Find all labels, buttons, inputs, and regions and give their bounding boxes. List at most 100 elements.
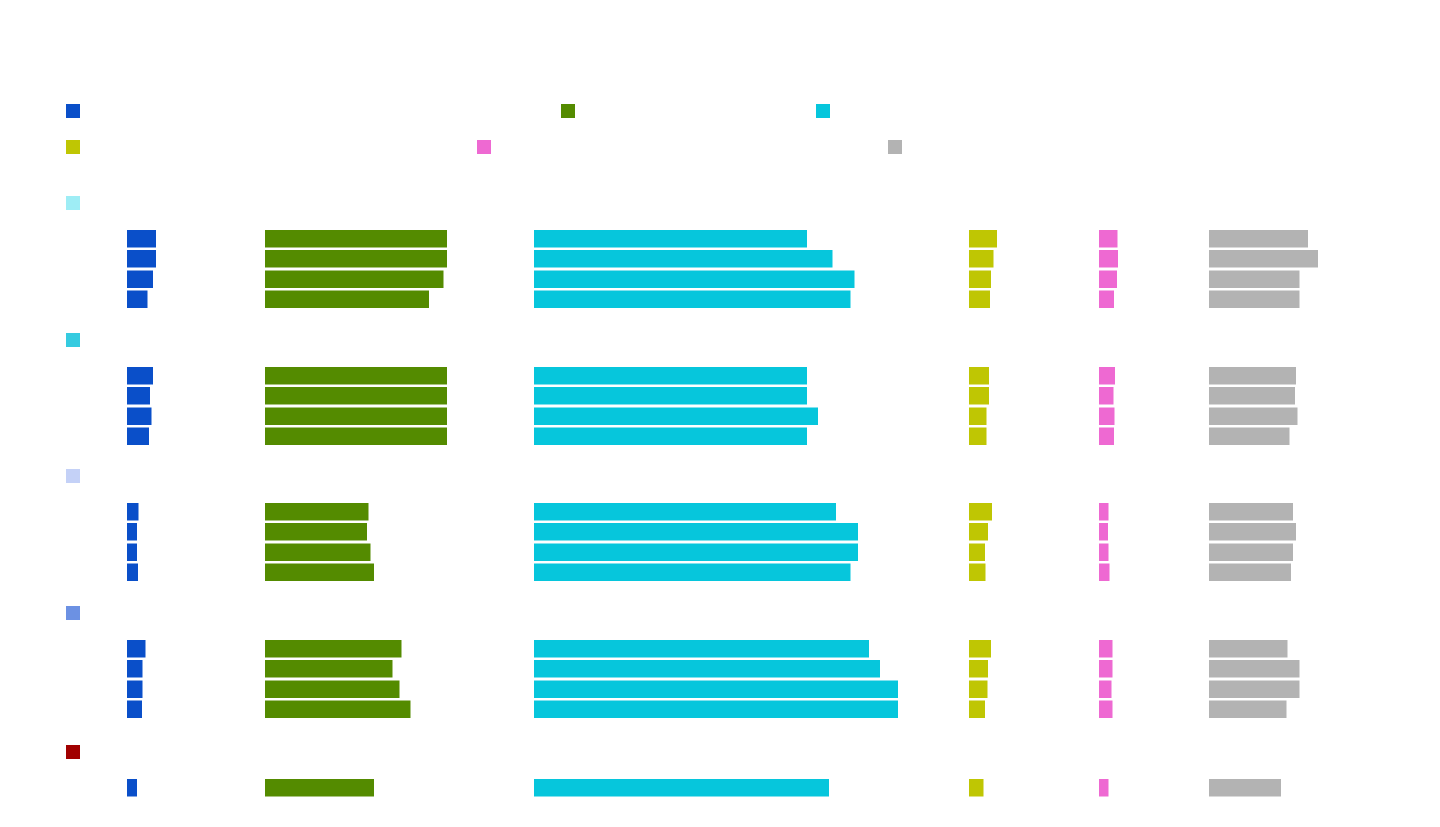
bar [265, 503, 369, 521]
bar [127, 503, 139, 521]
bar [127, 387, 151, 405]
bar [969, 250, 994, 268]
bar [265, 640, 402, 658]
bar [534, 779, 829, 797]
bar [534, 640, 869, 658]
bar-group-1 [66, 196, 1318, 309]
bar [969, 700, 985, 719]
bar [1209, 387, 1296, 405]
bar [534, 290, 851, 309]
bar-group-5 [66, 745, 1281, 797]
bar [1099, 387, 1114, 405]
bar [1209, 367, 1297, 385]
bar [534, 700, 898, 719]
bar [1099, 250, 1118, 268]
bar [534, 230, 807, 248]
bar [127, 640, 146, 658]
bar [534, 250, 833, 268]
bar [265, 270, 444, 288]
bar [1099, 230, 1118, 248]
bar [127, 367, 153, 385]
bar [1099, 270, 1117, 288]
bar [969, 387, 989, 405]
bar [127, 700, 142, 719]
bar [534, 523, 858, 541]
bar [969, 563, 986, 582]
bar [969, 367, 989, 385]
bar [1209, 779, 1281, 797]
bar [1099, 290, 1115, 309]
bar [1209, 563, 1291, 582]
legend-swatch-4 [66, 140, 80, 154]
bar [1099, 407, 1115, 425]
bar [534, 407, 818, 425]
bar [1209, 250, 1318, 268]
bar [1099, 680, 1112, 698]
bar [969, 640, 991, 658]
bar [265, 427, 447, 446]
bar [1209, 270, 1300, 288]
bar [1209, 700, 1287, 719]
bar [265, 367, 447, 385]
bar [127, 563, 138, 582]
bar [969, 290, 991, 309]
bar [127, 407, 152, 425]
bar [1209, 543, 1293, 561]
bar [1099, 503, 1109, 521]
bar [1099, 779, 1109, 797]
chart-groups [66, 196, 1318, 797]
group-marker [66, 196, 80, 210]
legend-swatch-2 [561, 104, 575, 118]
bar-group-4 [66, 606, 1300, 719]
bar [534, 543, 858, 561]
bar [534, 427, 807, 446]
legend-swatch-5 [477, 140, 491, 154]
bar [265, 290, 429, 309]
bar [969, 680, 988, 698]
bar [534, 563, 851, 582]
bar [127, 250, 157, 268]
bar [1099, 427, 1115, 446]
bar [1209, 640, 1288, 658]
legend-swatch-6 [888, 140, 902, 154]
bar [127, 427, 149, 446]
bar [1209, 290, 1300, 309]
group-marker [66, 606, 80, 620]
bar [534, 660, 880, 678]
bar [1209, 523, 1297, 541]
bar [969, 779, 984, 797]
bar [1099, 700, 1113, 719]
group-marker [66, 333, 80, 347]
bar [969, 523, 989, 541]
bar-group-3 [66, 469, 1297, 582]
bar-group-2 [66, 333, 1298, 446]
bar [1099, 660, 1113, 678]
bar [265, 250, 447, 268]
bar [1099, 640, 1113, 658]
bar [265, 387, 447, 405]
bar [969, 230, 998, 248]
bar [1099, 523, 1108, 541]
bar [1209, 503, 1293, 521]
bar [127, 680, 143, 698]
bar [265, 700, 411, 719]
bar [265, 779, 375, 797]
bar [1099, 543, 1109, 561]
bar [969, 270, 991, 288]
bar [127, 270, 153, 288]
bar [127, 660, 143, 678]
bar [1209, 680, 1300, 698]
bar [534, 387, 807, 405]
bar [127, 779, 138, 797]
bar [534, 680, 898, 698]
bar [265, 660, 393, 678]
bar [534, 367, 807, 385]
bar [265, 680, 400, 698]
bar [265, 230, 447, 248]
legend-swatch-3 [816, 104, 830, 118]
bar [1099, 563, 1110, 582]
bar [127, 230, 157, 248]
bar [1209, 407, 1298, 425]
bar [1209, 427, 1290, 446]
bar [534, 503, 837, 521]
